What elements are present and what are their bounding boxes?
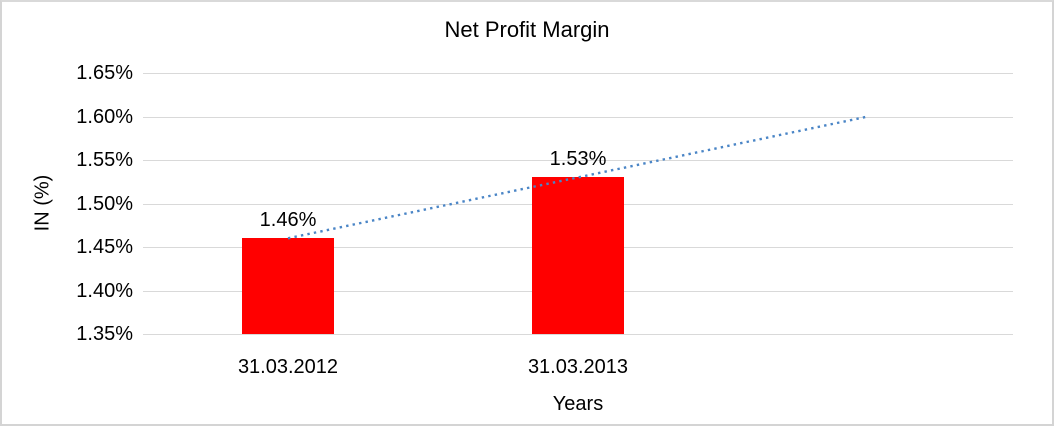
y-tick-label: 1.55% <box>76 149 133 171</box>
y-tick-label: 1.35% <box>76 323 133 345</box>
x-tick-label: 31.03.2012 <box>237 356 339 378</box>
gridline <box>143 73 1013 74</box>
y-tick-label: 1.45% <box>76 236 133 258</box>
bar-data-label: 1.53% <box>549 148 607 171</box>
y-tick-label: 1.40% <box>76 279 133 302</box>
gridline <box>143 116 1013 118</box>
x-axis-title: Years <box>552 393 604 415</box>
y-tick-label: 1.60% <box>76 105 133 128</box>
y-tick-label: 1.50% <box>76 192 133 215</box>
x-tick-label: 31.03.2013 <box>527 356 629 378</box>
y-tick-label: 1.65% <box>76 62 133 84</box>
bar <box>242 238 334 334</box>
gridline <box>143 334 1013 335</box>
bar <box>532 177 624 334</box>
bar-data-label: 1.46% <box>259 209 317 232</box>
chart-title: Net Profit Margin <box>444 17 610 42</box>
